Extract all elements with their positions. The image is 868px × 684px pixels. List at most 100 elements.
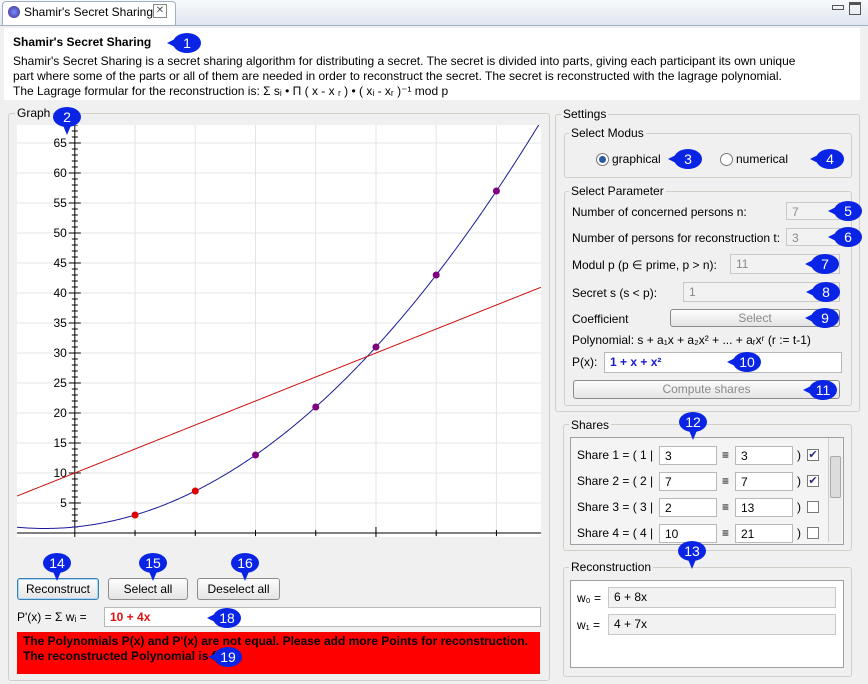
callout-pointer	[727, 357, 737, 367]
share-label: Share 4 = ( 4 |	[577, 526, 654, 540]
callout: 6	[834, 227, 862, 247]
radio-dot	[599, 156, 606, 163]
share-value[interactable]: 7	[659, 472, 717, 491]
share-reduced[interactable]: 3	[735, 446, 793, 465]
y-tick-label: 50	[53, 226, 67, 240]
separator: ≡	[722, 474, 730, 488]
y-tick-label: 5	[60, 496, 67, 510]
callout-pointer	[688, 428, 698, 440]
callout: 3	[674, 149, 702, 169]
callout-pointer	[803, 385, 813, 395]
share-point	[131, 511, 139, 519]
button[interactable]: Compute shares	[573, 380, 840, 399]
share-value[interactable]: 2	[659, 498, 717, 517]
bracket: )	[797, 448, 801, 462]
scroll-thumb[interactable]	[830, 456, 841, 498]
description: Shamir's Secret Sharing is a secret shar…	[13, 54, 796, 68]
spinner[interactable]: 7	[786, 202, 840, 220]
label: Modul p (p ∈ prime, p > n):	[572, 258, 717, 272]
group-title: Graph	[15, 106, 53, 120]
y-tick-label: 20	[53, 406, 67, 420]
separator: ≡	[722, 526, 730, 540]
plot[interactable]: 51015202530354045505560655	[17, 125, 541, 537]
callout-pointer	[167, 38, 177, 48]
radio[interactable]	[596, 153, 609, 166]
callout-pointer	[62, 123, 72, 135]
share-point	[372, 343, 380, 351]
spinner[interactable]: 3	[786, 228, 840, 246]
settings-group	[555, 114, 860, 412]
curve	[17, 286, 541, 497]
output: 6 + 8x	[608, 587, 836, 608]
button[interactable]: Select	[670, 309, 840, 327]
checkbox[interactable]: ✔	[807, 475, 819, 487]
curve	[17, 125, 540, 529]
polynomial-input[interactable]: 1 + x + x²	[604, 352, 842, 373]
button[interactable]: Deselect all	[197, 578, 280, 600]
share-point	[492, 187, 500, 195]
share-value[interactable]: 10	[659, 524, 717, 543]
callout: 2	[53, 107, 81, 127]
callout-pointer	[687, 557, 697, 569]
modus-group	[564, 133, 852, 178]
button[interactable]: Select all	[108, 578, 188, 600]
callout: 10	[733, 352, 761, 372]
callout-pointer	[806, 287, 816, 297]
label: Secret s (s < p):	[572, 286, 658, 300]
callout-pointer	[805, 259, 815, 269]
y-tick-label: 60	[53, 166, 67, 180]
group-title: Select Parameter	[569, 184, 666, 198]
checkbox[interactable]	[807, 527, 819, 539]
share-value[interactable]: 3	[659, 446, 717, 465]
label: P'(x) = Σ wᵢ =	[17, 610, 87, 624]
callout-pointer	[240, 569, 250, 581]
share-point	[252, 451, 260, 459]
share-reduced[interactable]: 13	[735, 498, 793, 517]
radio[interactable]	[720, 153, 733, 166]
callout: 9	[811, 308, 839, 328]
callout-pointer	[668, 154, 678, 164]
description: The Lagrage formular for the reconstruct…	[13, 84, 449, 98]
callout-pointer	[52, 569, 62, 581]
callout: 18	[213, 608, 241, 628]
callout: 12	[679, 412, 707, 432]
maximize[interactable]	[849, 2, 861, 15]
callout-pointer	[828, 232, 838, 242]
bracket: )	[797, 526, 801, 540]
share-reduced[interactable]: 7	[735, 472, 793, 491]
button[interactable]: Reconstruct	[17, 578, 99, 600]
callout: 15	[139, 553, 167, 573]
callout-pointer	[805, 313, 815, 323]
tab-title: Shamir's Secret Sharing	[24, 5, 154, 19]
share-label: Share 1 = ( 1 |	[577, 448, 654, 462]
parameter-group	[564, 191, 852, 406]
y-tick-label: 10	[53, 466, 67, 480]
share-label: Share 3 = ( 3 |	[577, 500, 654, 514]
radio-label[interactable]: numerical	[736, 152, 789, 166]
y-tick-label: 30	[53, 346, 67, 360]
label: P(x):	[572, 355, 598, 369]
group-title: Settings	[561, 107, 609, 121]
separator: ≡	[722, 448, 730, 462]
input[interactable]: 1	[683, 282, 840, 302]
error-message: The Polynomials P(x) and P'(x) are not e…	[17, 632, 540, 674]
bracket: )	[797, 474, 801, 488]
label: Number of persons for reconstruction t:	[572, 231, 781, 245]
minimize[interactable]	[832, 5, 844, 10]
checkbox[interactable]: ✔	[807, 449, 819, 461]
share-point	[312, 403, 320, 411]
callout: 7	[811, 254, 839, 274]
share-reduced[interactable]: 21	[735, 524, 793, 543]
reconstructed-polynomial[interactable]: 10 + 4x	[104, 607, 541, 627]
y-tick-label: 55	[53, 196, 67, 210]
tab-close[interactable]: ✕	[153, 4, 167, 18]
polynomial-template: Polynomial: s + a₁x + a₂x² + ... + aᵣxʳ …	[572, 333, 811, 347]
bracket: )	[797, 500, 801, 514]
header-title: Shamir's Secret Sharing	[13, 35, 152, 49]
callout: 13	[678, 541, 706, 561]
radio-label[interactable]: graphical	[612, 152, 661, 166]
checkbox[interactable]	[807, 501, 819, 513]
tab[interactable]	[2, 1, 176, 25]
reconstruction-group	[563, 567, 852, 677]
